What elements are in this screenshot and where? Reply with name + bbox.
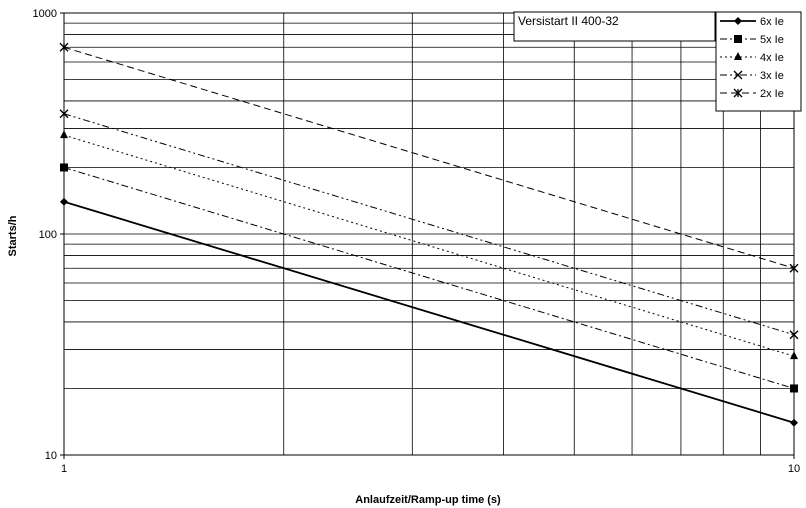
x-tick-label: 10 bbox=[788, 463, 800, 475]
legend-item: 3x Ie bbox=[720, 70, 784, 82]
legend: 6x Ie 5x Ie 4x Ie 3x Ie 2x Ie bbox=[715, 11, 802, 112]
legend-label: 5x Ie bbox=[760, 34, 784, 46]
data-point bbox=[59, 109, 69, 119]
y-axis-title: Starts/h bbox=[7, 215, 19, 256]
x-tick-label: 1 bbox=[61, 463, 67, 475]
series-layer bbox=[59, 42, 799, 427]
data-point bbox=[59, 42, 69, 52]
y-tick-label: 100 bbox=[39, 229, 57, 241]
series-4 bbox=[59, 109, 799, 340]
series-line bbox=[63, 46, 795, 269]
data-point bbox=[790, 351, 798, 360]
legend-marker bbox=[734, 52, 742, 60]
legend-item: 2x Ie bbox=[720, 88, 784, 100]
data-point bbox=[789, 330, 799, 340]
y-tick-label: 10 bbox=[45, 450, 57, 462]
data-point bbox=[789, 263, 799, 273]
series-line bbox=[63, 134, 795, 357]
x-axis-title: Anlaufzeit/Ramp-up time (s) bbox=[355, 494, 501, 506]
series-1 bbox=[60, 197, 798, 427]
legend-marker bbox=[734, 35, 742, 43]
legend-item: 4x Ie bbox=[720, 52, 784, 64]
y-tick-label: 1000 bbox=[33, 8, 57, 20]
series-5 bbox=[59, 42, 799, 273]
annotation-box: Versistart II 400-32 bbox=[513, 11, 716, 42]
legend-item: 5x Ie bbox=[720, 34, 784, 46]
series-2 bbox=[60, 163, 798, 393]
data-point bbox=[790, 384, 798, 393]
legend-frame bbox=[715, 11, 802, 112]
data-point bbox=[60, 197, 68, 206]
legend-marker bbox=[733, 70, 743, 80]
legend-label: 3x Ie bbox=[760, 70, 784, 82]
legend-label: 4x Ie bbox=[760, 52, 784, 64]
data-point bbox=[60, 130, 68, 139]
legend-item: 6x Ie bbox=[720, 16, 784, 28]
legend-label: 2x Ie bbox=[760, 88, 784, 100]
series-line bbox=[63, 113, 795, 336]
annotation-label: Versistart II 400-32 bbox=[518, 14, 619, 28]
series-line bbox=[63, 200, 795, 424]
series-3 bbox=[60, 130, 798, 360]
series-line bbox=[63, 166, 795, 389]
data-point bbox=[60, 163, 68, 172]
legend-label: 6x Ie bbox=[760, 16, 784, 28]
tick-layer: 10 100 1000 1 10 bbox=[33, 8, 801, 475]
legend-marker bbox=[734, 17, 742, 25]
legend-marker bbox=[733, 88, 743, 98]
data-point bbox=[790, 418, 798, 427]
